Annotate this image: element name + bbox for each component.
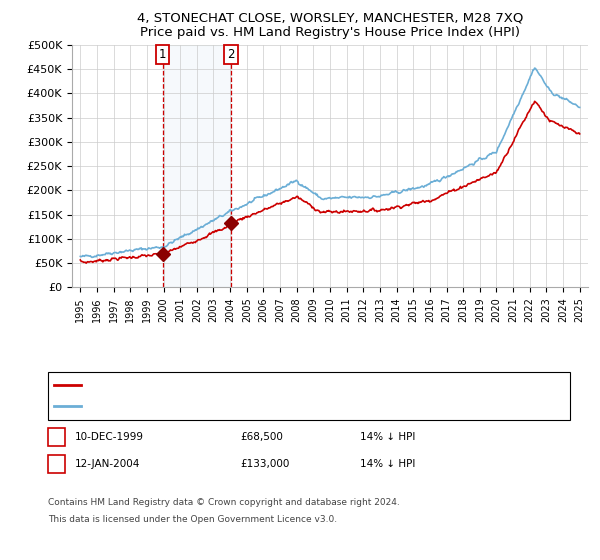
Bar	[163, 45, 231, 287]
Text: HPI: Average price, detached house, Salford: HPI: Average price, detached house, Salf…	[87, 401, 307, 411]
Text: 14% ↓ HPI: 14% ↓ HPI	[360, 432, 415, 442]
Text: 2: 2	[53, 459, 60, 469]
Title: 4, STONECHAT CLOSE, WORSLEY, MANCHESTER, M28 7XQ
Price paid vs. HM Land Registry: 4, STONECHAT CLOSE, WORSLEY, MANCHESTER,…	[137, 11, 523, 39]
Text: 14% ↓ HPI: 14% ↓ HPI	[360, 459, 415, 469]
Text: Contains HM Land Registry data © Crown copyright and database right 2024.: Contains HM Land Registry data © Crown c…	[48, 498, 400, 507]
Text: £68,500: £68,500	[240, 432, 283, 442]
Text: £133,000: £133,000	[240, 459, 289, 469]
Text: 2: 2	[227, 48, 235, 61]
Text: 12-JAN-2004: 12-JAN-2004	[75, 459, 140, 469]
Text: 4, STONECHAT CLOSE, WORSLEY, MANCHESTER, M28 7XQ (detached house): 4, STONECHAT CLOSE, WORSLEY, MANCHESTER,…	[87, 380, 468, 390]
Text: 1: 1	[53, 432, 60, 442]
Text: This data is licensed under the Open Government Licence v3.0.: This data is licensed under the Open Gov…	[48, 515, 337, 524]
Text: 10-DEC-1999: 10-DEC-1999	[75, 432, 144, 442]
Text: 1: 1	[159, 48, 166, 61]
